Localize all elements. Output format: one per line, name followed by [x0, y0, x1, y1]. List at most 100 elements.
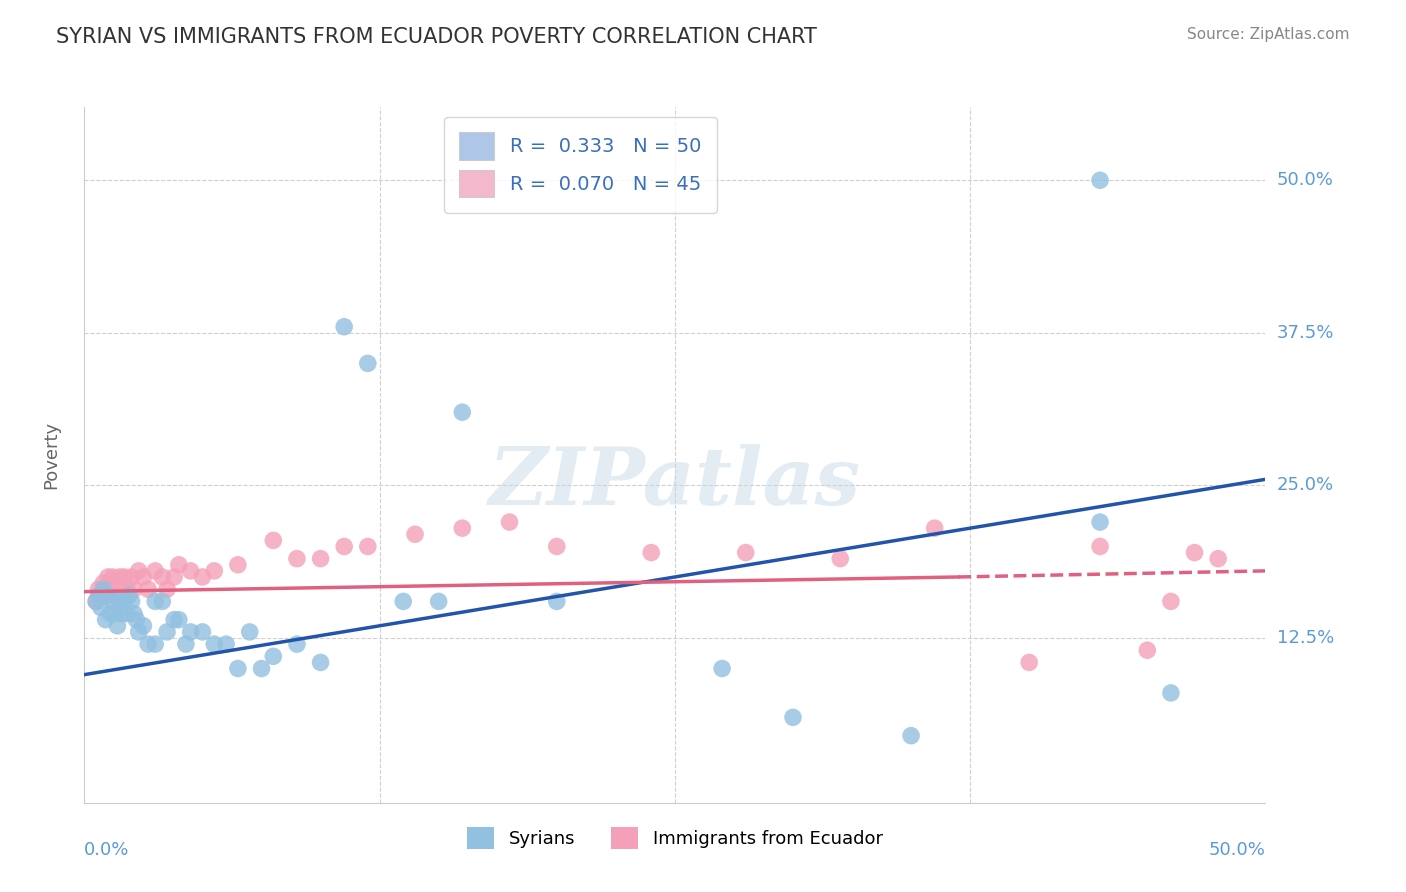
Point: [104, 607, 127, 621]
Point: [150, 594, 173, 608]
Point: [285, 637, 308, 651]
Point: [734, 545, 756, 559]
Point: [191, 624, 214, 639]
Point: [121, 570, 143, 584]
Point: [94, 613, 117, 627]
Point: [163, 570, 186, 584]
Point: [111, 582, 134, 597]
Point: [333, 319, 356, 334]
Point: [104, 588, 127, 602]
Point: [167, 558, 190, 572]
Point: [108, 570, 131, 584]
Point: [156, 624, 179, 639]
Point: [711, 661, 734, 675]
Point: [143, 564, 166, 578]
Point: [167, 613, 190, 627]
Point: [91, 582, 114, 597]
Point: [1160, 686, 1182, 700]
Point: [830, 551, 852, 566]
Point: [180, 564, 202, 578]
Point: [309, 656, 332, 670]
Point: [128, 564, 150, 578]
Point: [900, 729, 922, 743]
Text: Poverty: Poverty: [42, 421, 60, 489]
Point: [101, 594, 124, 608]
Point: [215, 637, 238, 651]
Text: 50.0%: 50.0%: [1277, 171, 1333, 189]
Legend: R =  0.333   N = 50, R =  0.070   N = 45: R = 0.333 N = 50, R = 0.070 N = 45: [444, 117, 717, 212]
Point: [1088, 515, 1111, 529]
Point: [180, 624, 202, 639]
Point: [107, 619, 129, 633]
Text: 25.0%: 25.0%: [1277, 476, 1334, 494]
Point: [262, 533, 284, 548]
Point: [115, 607, 138, 621]
Point: [357, 356, 380, 370]
Point: [143, 594, 166, 608]
Text: Source: ZipAtlas.com: Source: ZipAtlas.com: [1187, 27, 1350, 42]
Point: [333, 540, 356, 554]
Point: [546, 594, 568, 608]
Point: [125, 613, 148, 627]
Point: [1136, 643, 1159, 657]
Point: [128, 624, 150, 639]
Point: [1088, 540, 1111, 554]
Point: [404, 527, 426, 541]
Point: [546, 540, 568, 554]
Point: [392, 594, 415, 608]
Point: [108, 594, 131, 608]
Point: [163, 613, 186, 627]
Text: SYRIAN VS IMMIGRANTS FROM ECUADOR POVERTY CORRELATION CHART: SYRIAN VS IMMIGRANTS FROM ECUADOR POVERT…: [56, 27, 817, 46]
Point: [640, 545, 662, 559]
Point: [427, 594, 450, 608]
Point: [250, 661, 273, 675]
Point: [118, 588, 141, 602]
Point: [239, 624, 262, 639]
Point: [191, 570, 214, 584]
Point: [114, 570, 136, 584]
Point: [98, 607, 121, 621]
Point: [94, 588, 117, 602]
Point: [1088, 173, 1111, 187]
Point: [924, 521, 946, 535]
Point: [136, 637, 159, 651]
Point: [87, 588, 110, 602]
Point: [115, 582, 138, 597]
Point: [136, 582, 159, 597]
Point: [498, 515, 520, 529]
Text: 37.5%: 37.5%: [1277, 324, 1334, 342]
Point: [1160, 594, 1182, 608]
Point: [202, 564, 225, 578]
Point: [1018, 656, 1040, 670]
Text: 12.5%: 12.5%: [1277, 629, 1334, 647]
Point: [97, 588, 120, 602]
Point: [202, 637, 225, 651]
Point: [451, 405, 474, 419]
Point: [132, 619, 155, 633]
Point: [121, 594, 143, 608]
Point: [262, 649, 284, 664]
Point: [97, 570, 120, 584]
Point: [87, 582, 110, 597]
Point: [1184, 545, 1206, 559]
Point: [143, 637, 166, 651]
Point: [132, 570, 155, 584]
Point: [174, 637, 197, 651]
Point: [226, 558, 249, 572]
Text: ZIPatlas: ZIPatlas: [489, 444, 860, 522]
Point: [156, 582, 179, 597]
Point: [84, 594, 107, 608]
Point: [782, 710, 804, 724]
Point: [111, 607, 134, 621]
Point: [285, 551, 308, 566]
Point: [357, 540, 380, 554]
Point: [101, 570, 124, 584]
Point: [114, 594, 136, 608]
Point: [451, 521, 474, 535]
Point: [122, 582, 145, 597]
Point: [309, 551, 332, 566]
Point: [150, 570, 173, 584]
Point: [226, 661, 249, 675]
Point: [84, 594, 107, 608]
Point: [98, 582, 121, 597]
